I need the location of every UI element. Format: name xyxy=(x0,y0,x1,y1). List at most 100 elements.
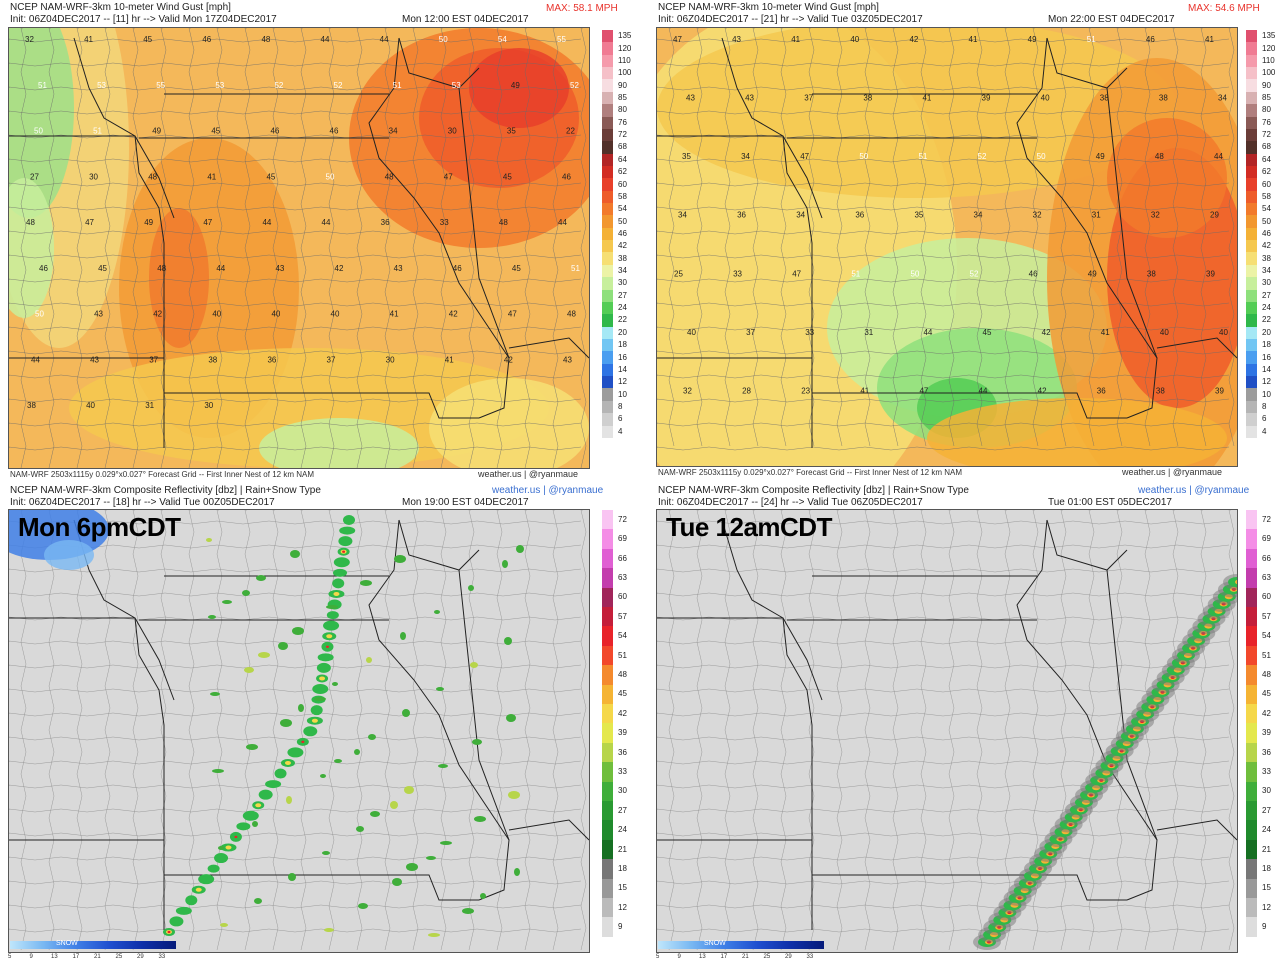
colorbar-label: 64 xyxy=(1262,154,1271,164)
rain-echo xyxy=(504,637,512,645)
rain-echo xyxy=(198,874,215,885)
gust-point-value: 46 xyxy=(1146,35,1155,44)
panel-title: NCEP NAM-WRF-3km Composite Reflectivity … xyxy=(10,485,321,496)
gust-point-value: 41 xyxy=(84,35,93,44)
snow-colorbar: SNOW xyxy=(658,940,824,949)
gust-point-value: 40 xyxy=(687,328,696,337)
colorbar-label: 20 xyxy=(618,327,627,337)
colorbar-swatch xyxy=(1246,376,1257,389)
gust-point-value: 53 xyxy=(215,81,224,90)
gust-point-value: 42 xyxy=(335,264,344,273)
gust-point-value: 51 xyxy=(93,127,102,136)
rain-echo xyxy=(324,928,334,932)
colorbar-swatch xyxy=(1246,153,1257,166)
colorbar-label: 8 xyxy=(1262,401,1267,411)
colorbar-swatch xyxy=(602,301,613,315)
colorbar-swatch xyxy=(1246,400,1257,414)
panel-title: NCEP NAM-WRF-3km 10-meter Wind Gust [mph… xyxy=(10,2,231,13)
point-value-layer: 32 41 45 46 48 44 44 50 54 55 51 53 55 53 52 52 51 53 49 52… xyxy=(25,35,580,410)
gust-point-value: 45 xyxy=(266,172,275,181)
colorbar-swatch xyxy=(1246,878,1257,898)
gust-point-value: 34 xyxy=(1218,94,1227,103)
rain-echo xyxy=(185,895,198,906)
colorbar-swatch xyxy=(1246,742,1257,763)
colorbar-swatch xyxy=(1246,314,1257,327)
colorbar-swatch xyxy=(602,240,613,253)
rain-echo-strong xyxy=(326,634,333,639)
gust-point-value: 53 xyxy=(452,81,461,90)
colorbar-swatch xyxy=(602,665,613,685)
panel-title: NCEP NAM-WRF-3km 10-meter Wind Gust [mph… xyxy=(658,2,879,13)
colorbar-label: 18 xyxy=(1262,863,1271,873)
panel-max-value: MAX: 58.1 MPH xyxy=(546,3,618,14)
colorbar-label: 34 xyxy=(1262,266,1271,276)
gust-point-value: 31 xyxy=(1092,211,1101,220)
colorbar-swatch xyxy=(602,289,613,302)
colorbar-label: 68 xyxy=(1262,142,1271,152)
gust-point-value: 29 xyxy=(1210,211,1219,220)
rain-echo xyxy=(502,560,508,568)
colorbar-label: 20 xyxy=(1262,327,1271,337)
colorbar-label: 50 xyxy=(618,216,627,226)
gust-point-value: 43 xyxy=(394,264,403,273)
gust-point-value: 48 xyxy=(1155,152,1164,161)
colorbar-swatch xyxy=(1246,351,1257,364)
colorbar-swatch xyxy=(602,215,613,228)
colorbar-swatch xyxy=(602,54,613,68)
gust-point-value: 52 xyxy=(334,81,343,90)
gust-point-value: 35 xyxy=(507,127,516,136)
colorbar-swatch xyxy=(602,165,613,179)
gust-point-value: 49 xyxy=(1088,269,1097,278)
colorbar-label: 57 xyxy=(1262,611,1271,621)
overlay-time-label: Mon 6pmCDT xyxy=(18,512,181,542)
colorbar-label: 120 xyxy=(1262,43,1276,53)
gust-point-value: 45 xyxy=(143,35,152,44)
panel-wind-gust-mon-noon: NCEP NAM-WRF-3km 10-meter Wind Gust [mph… xyxy=(0,0,642,484)
colorbar-label: 24 xyxy=(618,303,627,313)
colorbar-swatch xyxy=(1246,215,1257,228)
gust-point-value: 40 xyxy=(1160,328,1169,337)
colorbar-label: 16 xyxy=(618,352,627,362)
gust-point-value: 34 xyxy=(796,211,805,220)
colorbar-label: 27 xyxy=(1262,805,1271,815)
colorbar-swatch xyxy=(602,742,613,763)
rain-echo-strong xyxy=(333,591,340,596)
gust-point-value: 32 xyxy=(683,386,692,395)
gust-point-value: 47 xyxy=(792,269,801,278)
panel-footer-grid-info: NAM-WRF 2503x1115y 0.029°x0.027° Forecas… xyxy=(658,468,962,477)
gust-point-value: 25 xyxy=(674,269,683,278)
colorbar-swatch xyxy=(1246,684,1257,704)
colorbar-label: 85 xyxy=(618,92,627,102)
gust-point-value: 46 xyxy=(39,264,48,273)
gust-point-value: 50 xyxy=(439,35,448,44)
colorbar-swatch xyxy=(602,413,613,426)
gust-point-value: 31 xyxy=(864,328,873,337)
gust-point-value: 45 xyxy=(512,264,521,273)
snow-colorbar: SNOW xyxy=(10,940,176,949)
colorbar-label: 10 xyxy=(618,389,627,399)
gust-point-value: 36 xyxy=(855,211,864,220)
reflectivity-map xyxy=(8,509,590,953)
rain-echo xyxy=(354,749,360,755)
gust-point-value: 52 xyxy=(970,269,979,278)
snow-colorbar-ticks: 5 9 13 17 21 25 29 33 xyxy=(656,954,824,962)
colorbar-label: 80 xyxy=(618,105,627,115)
panel-init: Init: 06Z04DEC2017 -- [11] hr --> Valid … xyxy=(10,14,277,25)
rain-echo xyxy=(326,605,338,609)
panel-max-value: MAX: 54.6 MPH xyxy=(1188,3,1260,14)
colorbar-swatch xyxy=(602,277,613,290)
county-lines xyxy=(657,28,1235,451)
rain-echo-strong xyxy=(1235,579,1237,585)
rain-echo xyxy=(258,789,273,800)
colorbar-swatch xyxy=(1246,128,1257,142)
gust-point-value: 39 xyxy=(1206,269,1215,278)
colorbar-label: 120 xyxy=(618,43,632,53)
colorbar-swatch xyxy=(1246,67,1257,80)
colorbar-label: 36 xyxy=(1262,747,1271,757)
rain-echo xyxy=(332,578,345,589)
gust-point-value: 50 xyxy=(326,172,335,181)
rain-echo xyxy=(338,536,353,547)
gust-point-value: 38 xyxy=(1100,94,1109,103)
gust-point-value: 47 xyxy=(203,218,212,227)
rain-echo xyxy=(1228,577,1237,587)
